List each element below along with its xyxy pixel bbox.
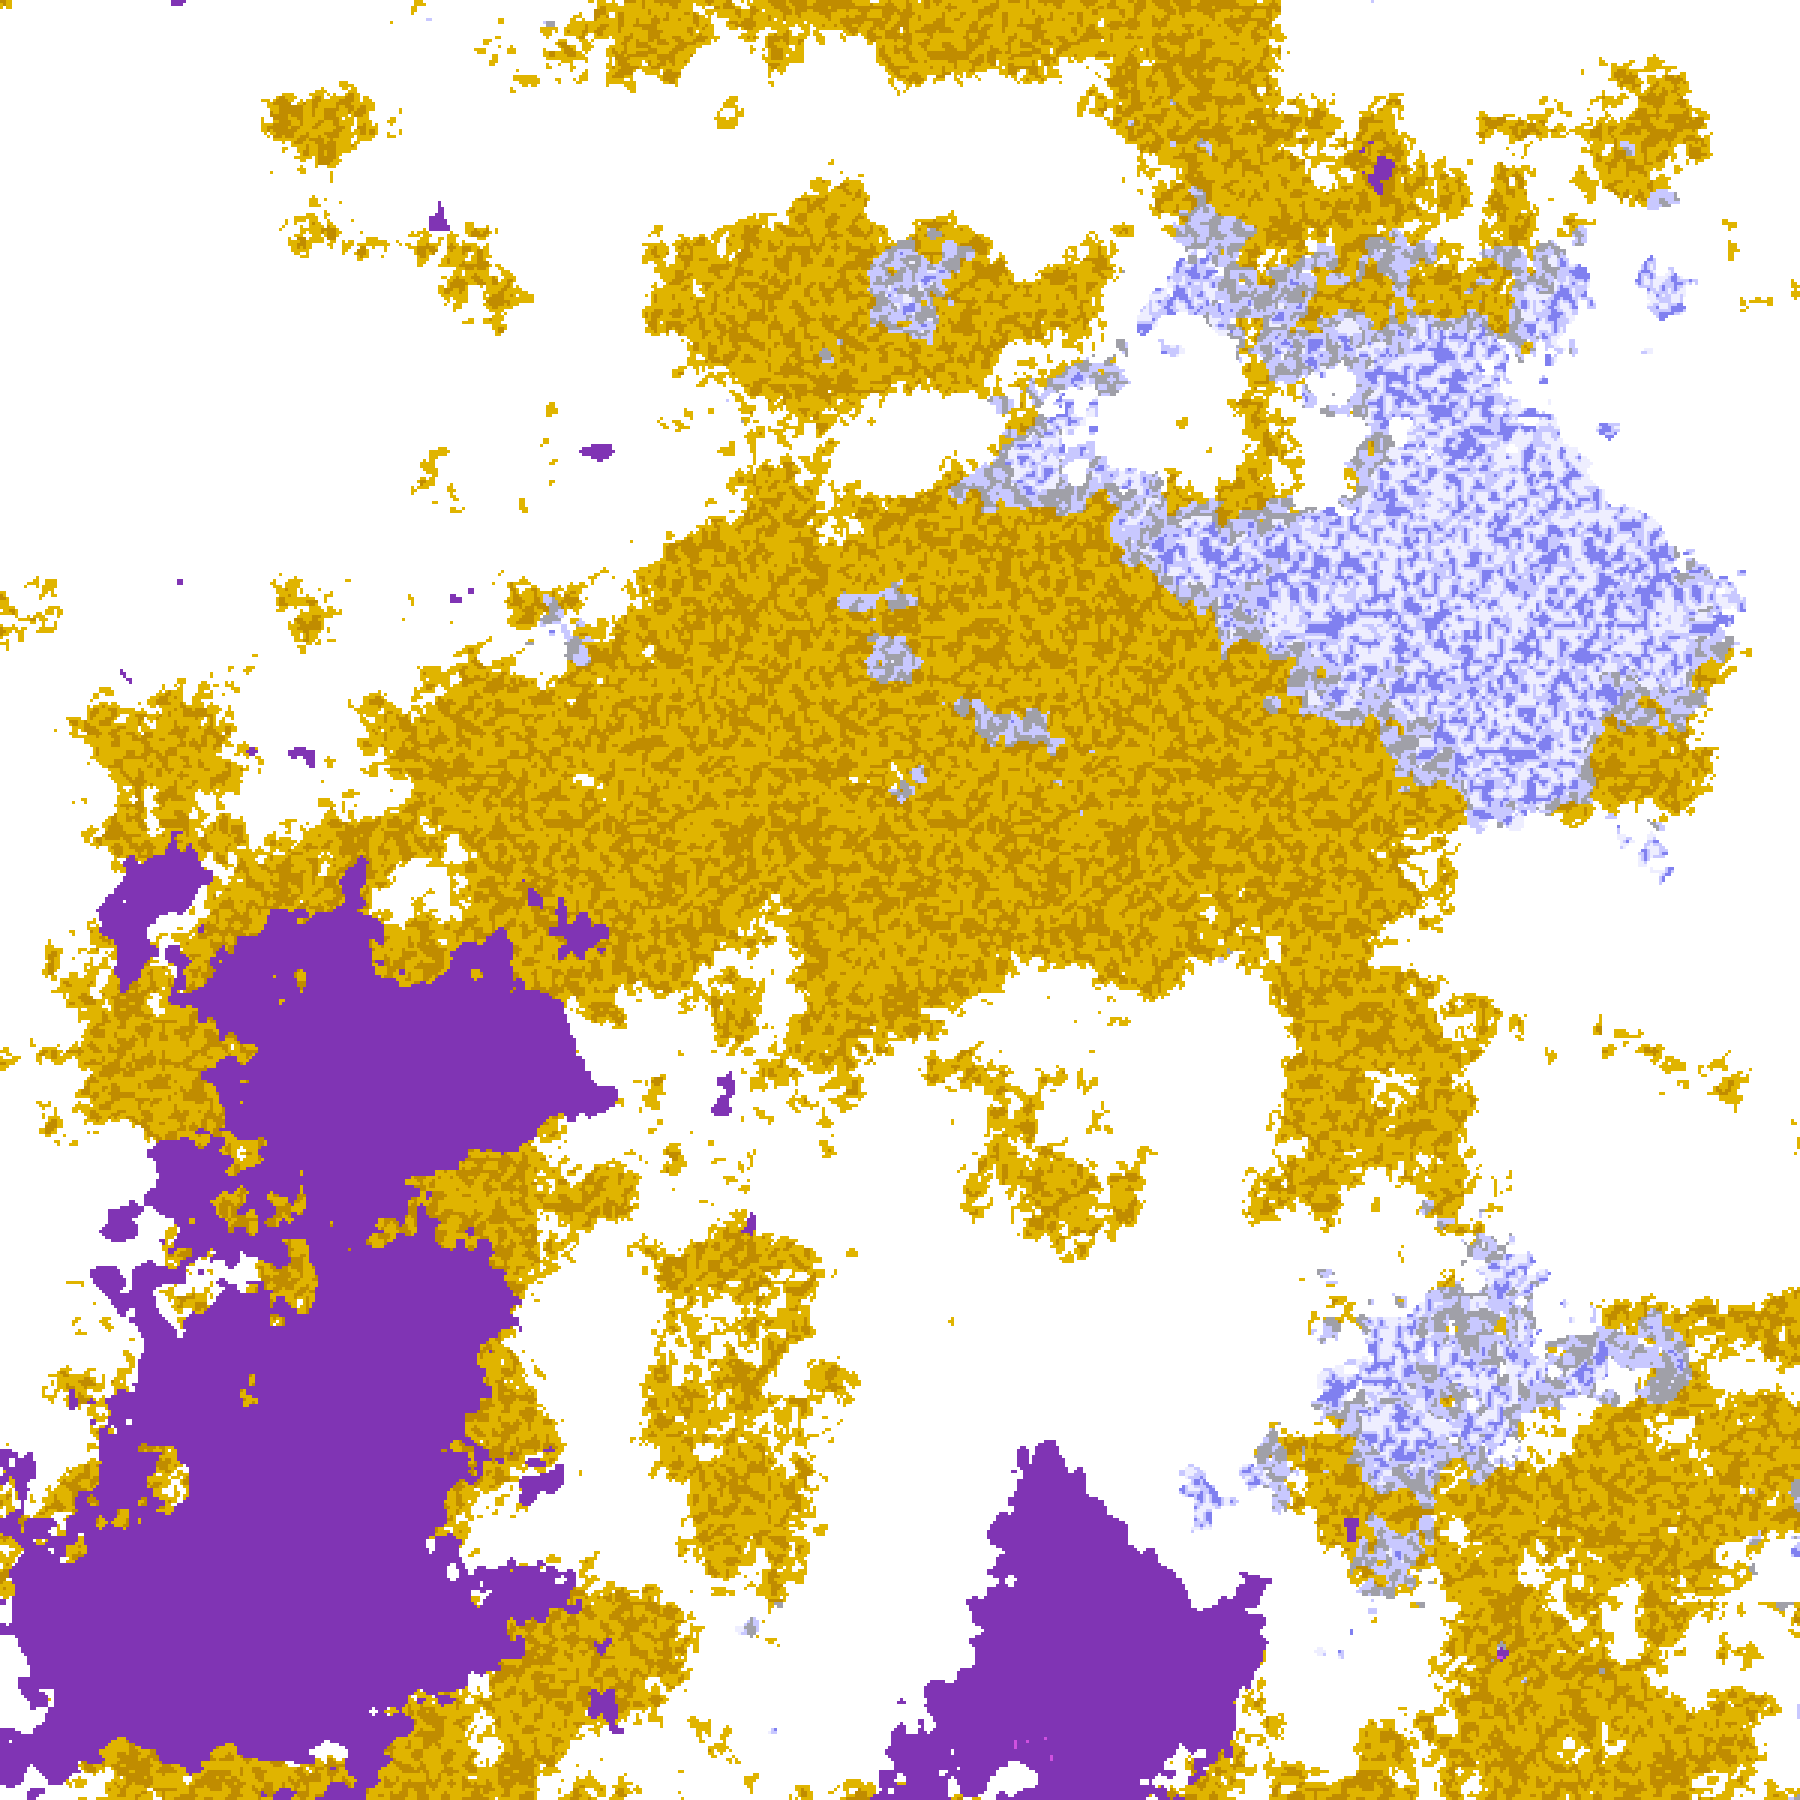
satellite-classification-map — [0, 0, 1800, 1800]
